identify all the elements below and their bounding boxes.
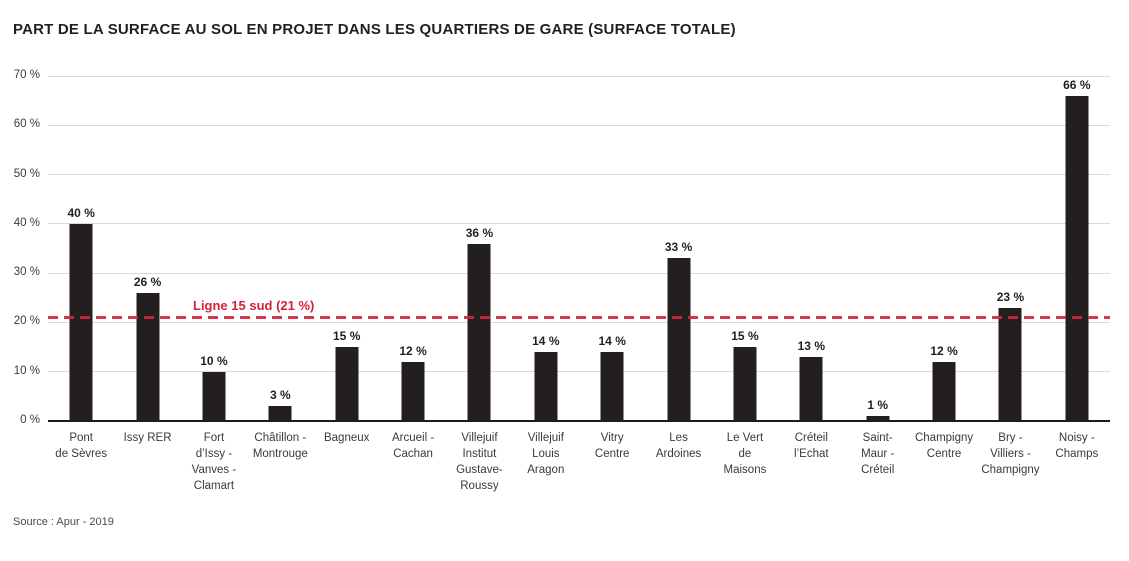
bar-value-label: 1 % xyxy=(867,398,889,413)
x-axis-label: Bagneux xyxy=(323,432,370,444)
bar xyxy=(136,292,160,421)
x-axis-label: Vitry Centre xyxy=(594,432,630,461)
x-axis-label: Villejuif Institut Gustave- Roussy xyxy=(456,432,503,493)
bar xyxy=(799,356,823,421)
bar-value-label: 12 % xyxy=(930,343,958,358)
y-tick-label: 20 % xyxy=(13,315,40,328)
bar-slot: 13 % xyxy=(778,76,844,421)
y-tick-label: 60 % xyxy=(13,118,40,131)
x-axis-label: Champigny Centre xyxy=(914,432,974,461)
y-tick-label: 50 % xyxy=(13,167,40,180)
bar-value-label: 3 % xyxy=(269,388,291,403)
gridline xyxy=(48,124,1110,126)
bar-value-label: 14 % xyxy=(532,334,560,348)
bar xyxy=(335,347,359,421)
bar-value-label: 36 % xyxy=(465,225,494,240)
bar-value-label: 15 % xyxy=(731,329,759,344)
bar xyxy=(1065,95,1089,421)
bar-slot: 36 % xyxy=(446,76,512,421)
bar-slot: 15 % xyxy=(314,76,380,421)
bar-value-label: 23 % xyxy=(996,289,1025,304)
bar xyxy=(202,371,226,421)
bar xyxy=(733,347,757,421)
bar-value-label: 66 % xyxy=(1063,77,1091,92)
x-axis-labels: Pont de Sèvres Issy RER Fort d’Issy - Vanv… xyxy=(48,430,1110,510)
x-axis-label: Saint- Maur - Créteil xyxy=(861,432,895,477)
bar xyxy=(600,352,624,421)
x-axis-line xyxy=(48,420,1110,422)
gridline xyxy=(48,272,1110,274)
y-tick-label: 70 % xyxy=(13,69,40,81)
bar-slot: 10 % xyxy=(181,76,247,421)
x-axis-label: Villejuif Louis Aragon xyxy=(527,432,565,477)
bar-value-label: 26 % xyxy=(133,274,162,289)
gridline xyxy=(48,223,1110,225)
y-tick-label: 0 % xyxy=(20,414,40,426)
bar-value-label: 14 % xyxy=(598,334,626,348)
chart-title: PART DE LA SURFACE AU SOL EN PROJET DANS… xyxy=(13,21,736,38)
bar-value-label: 10 % xyxy=(200,353,228,368)
gridline xyxy=(48,371,1110,373)
bar xyxy=(667,258,691,421)
gridline xyxy=(48,321,1110,323)
bar-slot: 3 % xyxy=(247,76,313,421)
bar-value-label: 33 % xyxy=(664,240,693,255)
y-tick-label: 40 % xyxy=(13,216,40,229)
y-tick-label: 10 % xyxy=(13,364,40,377)
bar-slot: 12 % xyxy=(380,76,446,421)
bar-slot: 33 % xyxy=(645,76,711,421)
bar-value-label: 13 % xyxy=(797,338,825,353)
y-tick-label: 30 % xyxy=(13,266,40,279)
y-axis-ticks: 0 % 10 % 20 % 30 % 40 % 50 % 60 % 70 % xyxy=(0,69,40,426)
bar xyxy=(534,352,558,421)
x-axis-label: Arcueil - Cachan xyxy=(391,432,435,461)
bar xyxy=(866,416,890,421)
bar-slot: 26 % xyxy=(114,76,180,421)
x-axis-label: Châtillon - Montrouge xyxy=(252,432,308,461)
bar-value-label: 12 % xyxy=(399,343,427,358)
bar-value-label: 15 % xyxy=(333,329,361,344)
threshold-label: Ligne 15 sud (21 %) xyxy=(193,297,315,313)
bar-slot: 1 % xyxy=(845,76,911,421)
bar xyxy=(69,223,93,421)
bar xyxy=(467,243,491,421)
plot-area: 40 % 26 % 10 % 3 % 15 % 12 % 36 % 14 % 14 % 33 % 1… xyxy=(48,75,1110,422)
threshold-dashed-line xyxy=(48,316,1110,319)
x-axis-label: Issy RER xyxy=(123,432,172,444)
x-axis-label: Créteil l’Echat xyxy=(794,432,829,461)
bar-slot: 12 % xyxy=(911,76,977,421)
x-axis-label: Noisy - Champs xyxy=(1055,432,1099,461)
bar xyxy=(998,307,1022,421)
x-axis-label: Les Ardoines xyxy=(655,432,702,461)
bar xyxy=(401,361,425,421)
bar-slot: 66 % xyxy=(1044,76,1110,421)
source-note: Source : Apur - 2019 xyxy=(13,516,114,528)
bar-value-label: 40 % xyxy=(67,205,95,220)
x-axis-label: Bry - Villiers - Champigny xyxy=(981,432,1040,477)
gridline xyxy=(48,75,1110,77)
x-axis-label: Fort d’Issy - Vanves - Clamart xyxy=(191,432,237,493)
bar-slot: 40 % xyxy=(48,76,114,421)
bar-slot: 23 % xyxy=(977,76,1043,421)
bar-slot: 14 % xyxy=(579,76,645,421)
bar xyxy=(932,361,956,421)
bar-slot: 14 % xyxy=(513,76,579,421)
bar xyxy=(268,406,292,421)
bar-slot: 15 % xyxy=(712,76,778,421)
gridline xyxy=(48,174,1110,176)
x-axis-label: Pont de Sèvres xyxy=(55,432,108,461)
x-axis-label: Le Vert de Maisons xyxy=(723,432,767,477)
